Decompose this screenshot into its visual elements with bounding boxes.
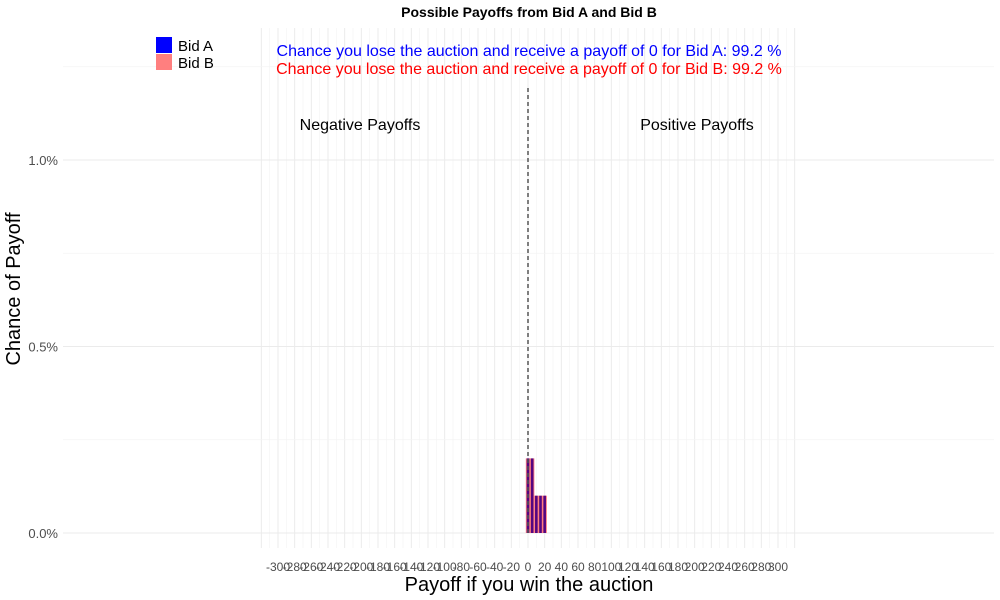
x-axis-title: Payoff if you win the auction [405,574,654,596]
x-tick-label: 40 [555,560,569,574]
x-tick-label: -60 [469,560,487,574]
x-tick-labels: -300-280-260-240-220-200-180-160-140-120… [266,560,788,574]
x-tick-label: -260 [299,560,323,574]
bar-bid-a [543,495,546,533]
x-tick-label: 160 [651,560,671,574]
y-axis-title: Chance of Payoff [3,212,25,366]
x-tick-label: 200 [685,560,705,574]
x-tick-label: -40 [486,560,504,574]
lose-chance-bid-a: Chance you lose the auction and receive … [277,43,782,60]
x-tick-label: -300 [266,560,290,574]
x-tick-label: 220 [701,560,721,574]
x-tick-label: -80 [453,560,471,574]
x-tick-label: 140 [635,560,655,574]
x-tick-label: -140 [399,560,423,574]
x-tick-label: -200 [349,560,373,574]
x-tick-label: -280 [283,560,307,574]
x-tick-label: 240 [718,560,738,574]
x-tick-label: 100 [601,560,621,574]
x-tick-label: 0 [525,560,532,574]
negative-payoffs-label: Negative Payoffs [300,117,421,134]
bar-bid-a [535,495,538,533]
y-tick-label: 1.0% [28,153,58,168]
x-tick-label: 80 [588,560,602,574]
positive-payoffs-label: Positive Payoffs [640,117,754,134]
y-tick-label: 0.5% [28,340,58,355]
legend-swatch-bid-a [156,37,172,53]
legend-swatch-bid-b [156,54,172,70]
y-tick-labels: 0.0% 0.5% 1.0% [28,153,58,541]
lose-chance-bid-b: Chance you lose the auction and receive … [276,61,782,78]
x-tick-label: -180 [366,560,390,574]
bar-bid-a [530,458,534,533]
x-tick-label: 20 [538,560,552,574]
legend: Bid A Bid B [156,37,214,72]
x-tick-label: 300 [768,560,788,574]
bar-bid-a [539,495,542,533]
x-tick-label: -20 [503,560,521,574]
x-tick-label: 120 [618,560,638,574]
x-tick-label: -160 [383,560,407,574]
chart-title: Possible Payoffs from Bid A and Bid B [401,4,657,20]
x-tick-label: 280 [751,560,771,574]
x-tick-label: 180 [668,560,688,574]
x-tick-label: 260 [735,560,755,574]
x-tick-label: -220 [333,560,357,574]
x-tick-label: -240 [316,560,340,574]
legend-label-bid-a: Bid A [178,38,213,55]
x-tick-label: -120 [416,560,440,574]
grid-lines [63,28,994,548]
legend-label-bid-b: Bid B [178,55,214,72]
y-tick-label: 0.0% [28,526,58,541]
x-tick-label: -100 [433,560,457,574]
x-tick-label: 60 [571,560,585,574]
